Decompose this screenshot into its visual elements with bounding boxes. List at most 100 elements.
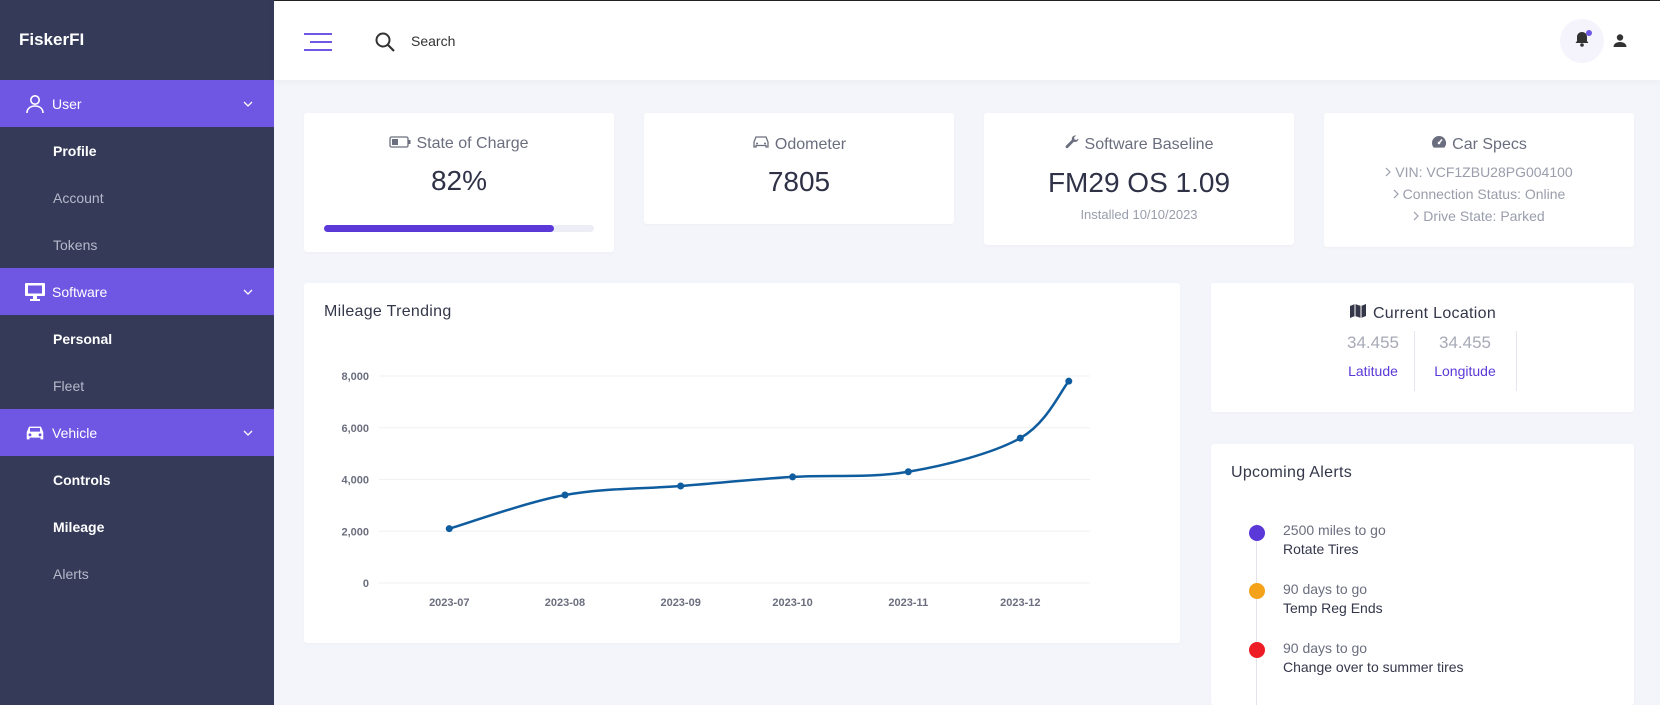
x-tick-label: 2023-08 [545,597,585,609]
chevron-down-icon [242,427,254,439]
sidebar: FiskerFI User Profile Account Tokens Sof… [0,0,274,705]
timeline-line [1256,524,1257,705]
sidebar-item-alerts[interactable]: Alerts [53,565,89,582]
card-title: Car Specs [1452,135,1527,153]
sidebar-item-personal[interactable]: Personal [53,330,113,347]
software-baseline-card: Software Baseline FM29 OS 1.09 Installed… [984,113,1294,245]
x-tick-label: 2023-12 [1000,597,1040,609]
user-icon [24,93,46,115]
spec-vin: VIN: VCF1ZBU28PG004100 [1324,164,1634,180]
notifications-button[interactable] [1560,19,1604,63]
mileage-chart: 0 2,000 4,000 6,000 8,000 2023-07 2023-08 2023-… [341,371,1090,609]
latitude-label: Latitude [1348,363,1398,379]
bell-icon [1575,31,1589,52]
alert-title: Temp Reg Ends [1283,600,1383,616]
data-point [445,525,453,533]
spec-drive-state: Drive State: Parked [1324,208,1634,224]
sidebar-section-user[interactable]: User [0,80,274,127]
x-tick-label: 2023-07 [429,597,469,609]
chevron-right-icon [1413,208,1420,224]
monitor-icon [24,281,46,303]
sidebar-section-label: Vehicle [52,424,98,441]
notification-dot [1586,30,1592,36]
y-tick-label: 2,000 [341,526,369,538]
alert-due: 2500 miles to go [1283,522,1386,538]
sidebar-item-account[interactable]: Account [53,189,104,206]
card-title: Current Location [1372,304,1497,322]
install-date: Installed 10/10/2023 [1080,207,1198,222]
sidebar-item-controls[interactable]: Controls [53,471,111,488]
longitude-value: 34.455 [1439,333,1491,352]
odometer-value: 7805 [767,166,831,197]
current-location-card: Current Location 34.455 Latitude 34.455 … [1211,283,1634,412]
odometer-card: Odometer 7805 [644,113,954,224]
chevron-right-icon [1385,164,1392,180]
charge-progress-bar [324,225,594,232]
state-of-charge-card: State of Charge 82% [304,113,614,252]
y-tick-label: 6,000 [341,423,369,435]
alert-title: Change over to summer tires [1283,659,1464,675]
alert-dot [1249,525,1265,541]
x-tick-label: 2023-11 [888,597,928,609]
y-tick-label: 0 [363,578,369,590]
alert-dot [1249,642,1265,658]
wrench-icon [1065,135,1080,155]
map-icon [1349,303,1367,324]
divider [1516,331,1517,391]
mileage-trending-card: Mileage Trending 0 2,000 4,000 6,000 8,000 20… [304,283,1180,643]
longitude-cell: 34.455 Longitude [1415,333,1515,393]
sidebar-item-tokens[interactable]: Tokens [53,236,98,253]
alert-item[interactable]: 90 days to go Change over to summer tire… [1283,640,1464,675]
sidebar-section-vehicle[interactable]: Vehicle [0,409,274,456]
series-line [448,380,1070,530]
data-point [677,482,685,490]
alert-due: 90 days to go [1283,640,1368,656]
divider [1414,331,1415,391]
latitude-value: 34.455 [1347,333,1399,352]
sidebar-section-software[interactable]: Software [0,268,274,315]
card-title: Mileage Trending [324,303,452,320]
charge-value: 82% [430,165,488,196]
menu-icon[interactable] [304,31,332,53]
alert-dot [1249,583,1265,599]
alert-item[interactable]: 90 days to go Temp Reg Ends [1283,581,1383,616]
alert-title: Rotate Tires [1283,541,1359,557]
sidebar-section-label: User [52,95,82,112]
chevron-down-icon [242,286,254,298]
topbar [274,0,1660,80]
data-point [904,468,912,476]
sidebar-item-mileage[interactable]: Mileage [53,518,105,535]
sidebar-item-fleet[interactable]: Fleet [53,377,85,394]
y-tick-label: 8,000 [341,371,369,383]
data-point [789,473,797,481]
data-point [561,491,569,499]
sidebar-item-profile[interactable]: Profile [53,142,97,159]
car-icon [24,422,46,444]
data-point [1065,377,1073,385]
longitude-label: Longitude [1434,363,1496,379]
search-icon [374,31,396,53]
upcoming-alerts-card: Upcoming Alerts 2500 miles to go Rotate … [1211,444,1634,705]
software-version: FM29 OS 1.09 [1047,167,1231,198]
data-point [1016,434,1024,442]
search-input[interactable] [411,29,811,53]
chevron-right-icon [1393,186,1399,202]
card-title: Software Baseline [1084,136,1214,153]
brand-logo: FiskerFI [19,30,85,49]
x-tick-label: 2023-09 [660,597,700,609]
latitude-cell: 34.455 Latitude [1325,333,1421,393]
sidebar-section-label: Software [52,283,108,300]
card-title: Odometer [774,135,847,153]
car-specs-card: Car Specs VIN: VCF1ZBU28PG004100 Connect… [1324,113,1634,247]
charge-progress-fill [324,225,554,232]
account-icon[interactable] [1610,31,1630,51]
gauge-icon [1431,135,1447,154]
battery-icon [389,135,411,153]
x-tick-label: 2023-10 [772,597,812,609]
card-title: State of Charge [416,135,529,152]
spec-connection-status: Connection Status: Online [1324,186,1634,202]
y-tick-label: 4,000 [341,475,369,487]
car-icon [752,135,770,154]
alert-item[interactable]: 2500 miles to go Rotate Tires [1283,522,1386,557]
alert-due: 90 days to go [1283,581,1368,597]
